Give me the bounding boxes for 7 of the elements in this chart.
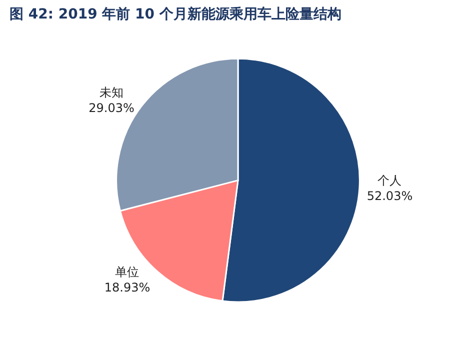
- slice-label: 单位: [115, 265, 140, 280]
- data-label: 52.03%: [366, 188, 413, 203]
- slice-label: 未知: [99, 86, 124, 100]
- chart-title: 图 42: 2019 年前 10 个月新能源乘用车上险量结构: [10, 5, 342, 22]
- data-label: 18.93%: [104, 280, 150, 295]
- data-label: 29.03%: [88, 101, 134, 116]
- slice-label: 个人: [378, 173, 402, 188]
